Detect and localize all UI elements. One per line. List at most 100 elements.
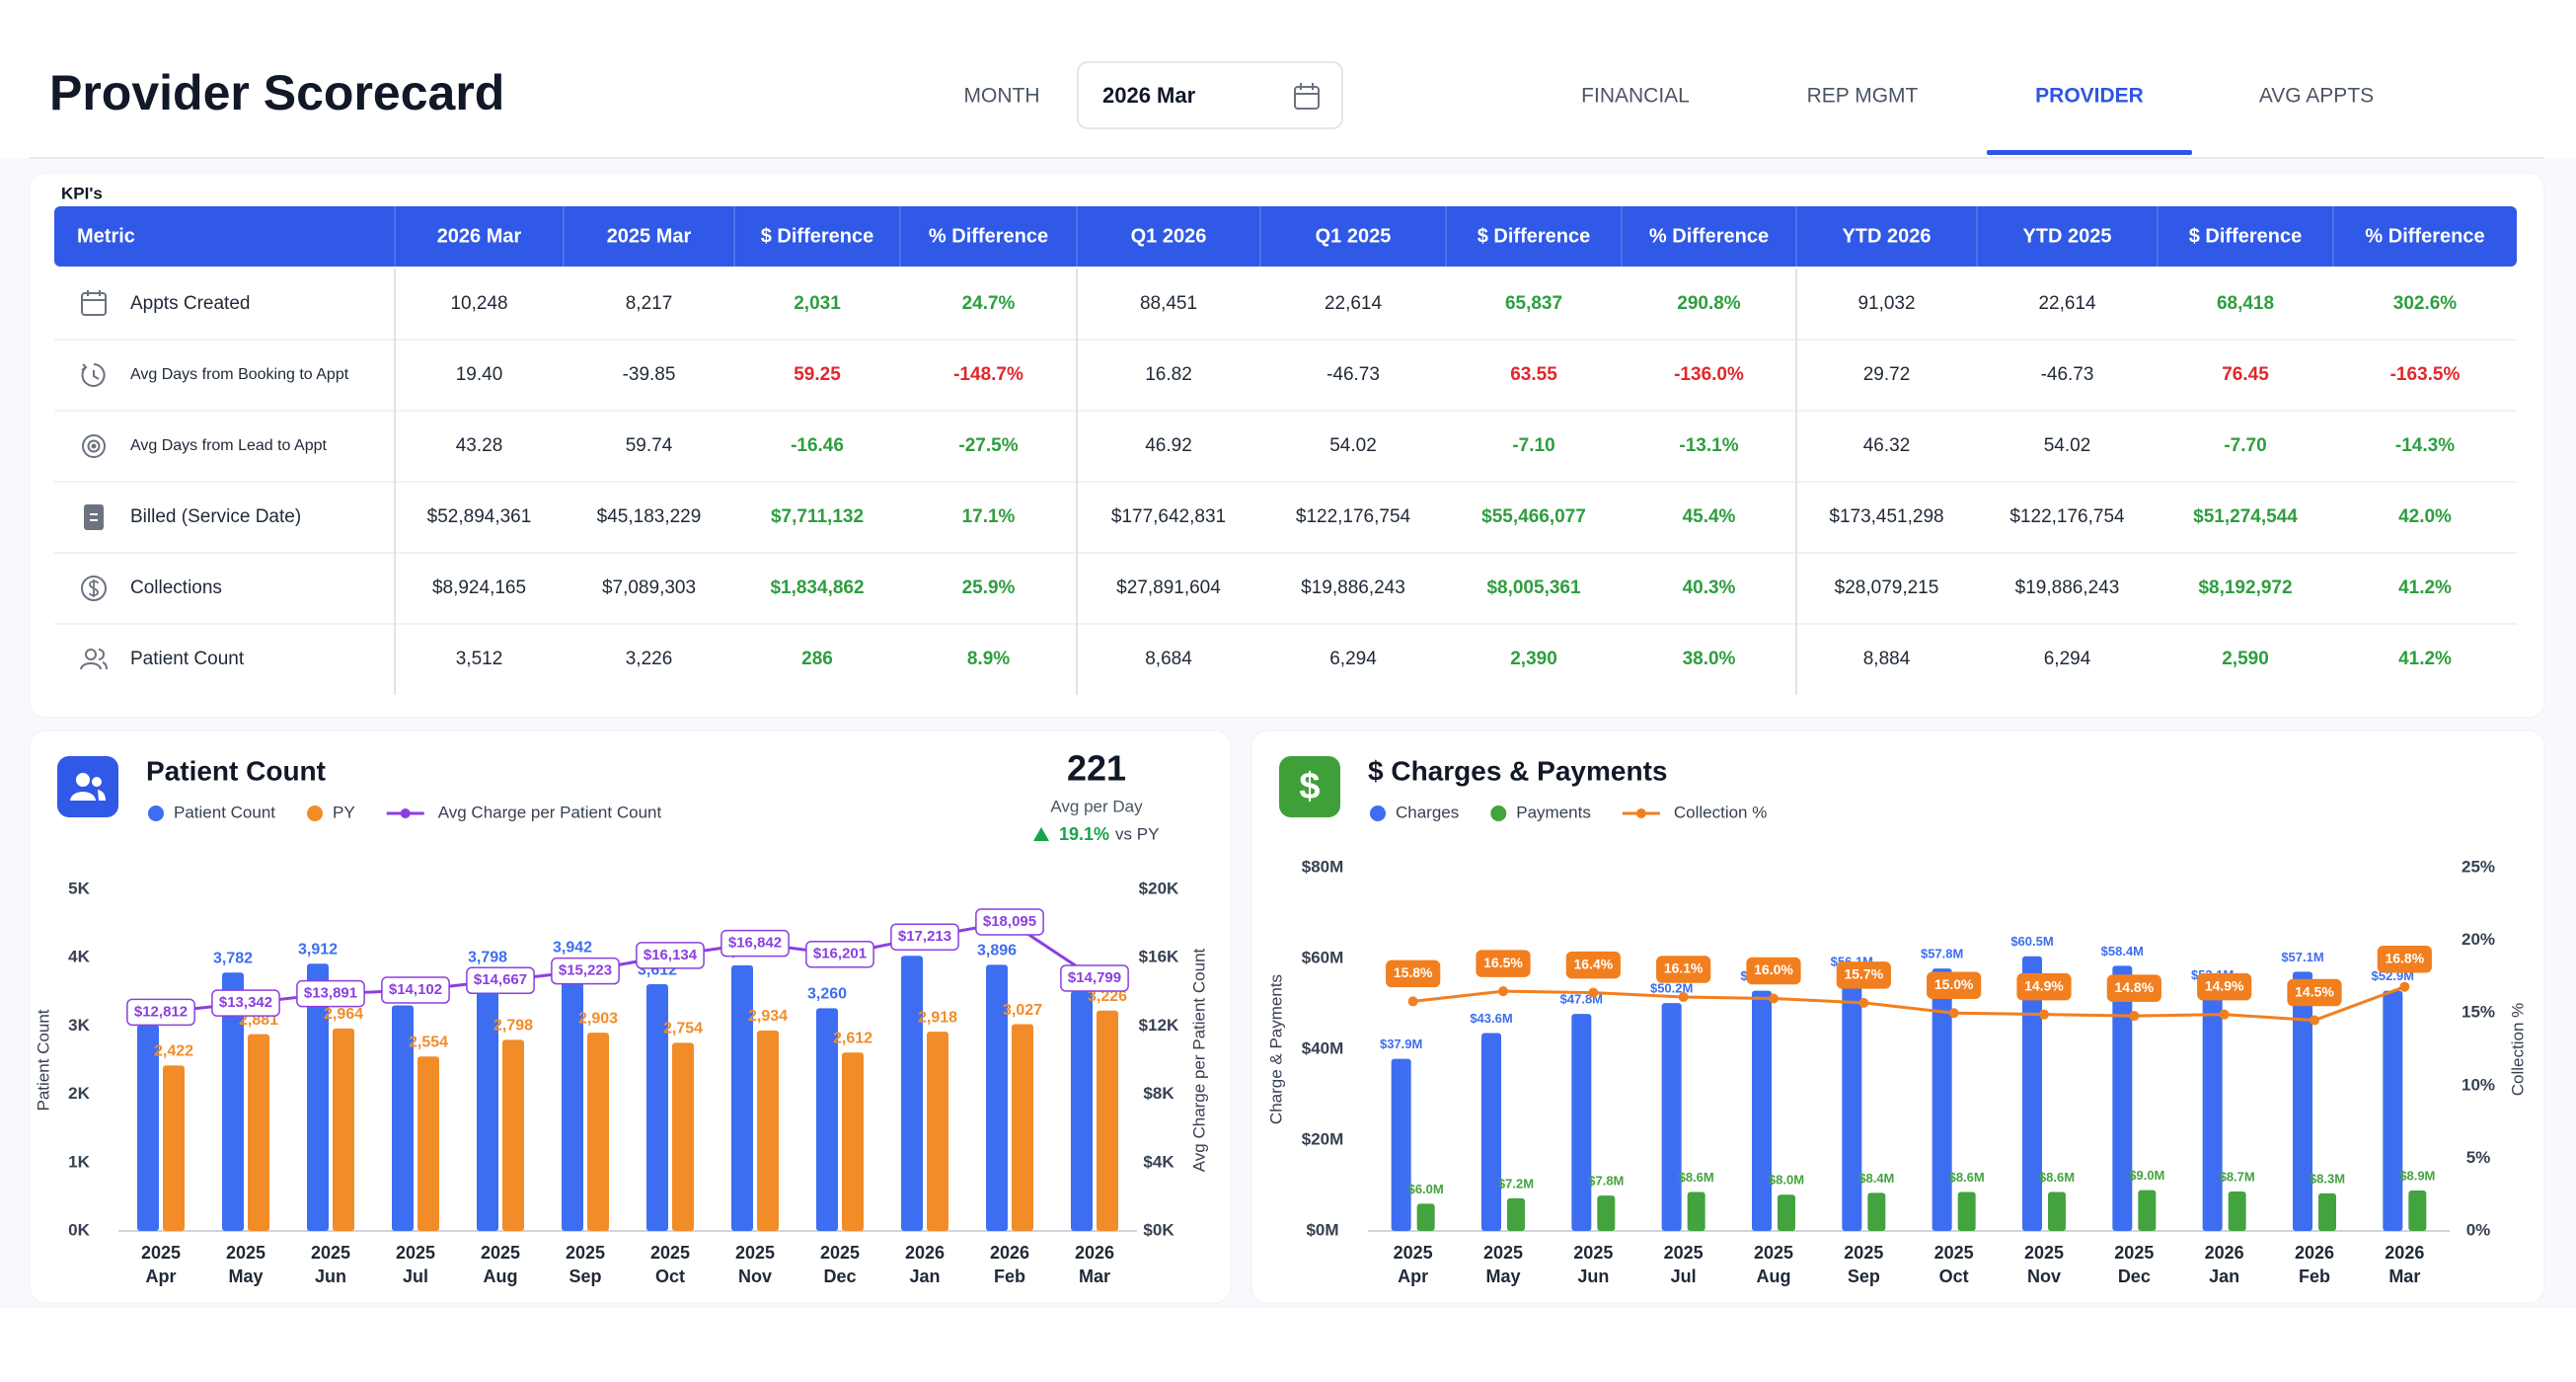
y-tick-label: $20K	[1139, 879, 1179, 897]
table-cell: 43.28	[456, 435, 503, 456]
data-label-box	[1927, 971, 1982, 999]
data-label: $16,201	[813, 946, 867, 962]
line-point	[1498, 986, 1508, 997]
chart-title: $ Charges & Payments	[1368, 755, 1667, 786]
data-label: $8.9M	[2399, 1168, 2435, 1183]
calendar-icon[interactable]	[1294, 83, 1320, 110]
legend-label: Payments	[1516, 803, 1591, 821]
data-label-box	[2377, 945, 2432, 973]
y-tick-label: 2K	[68, 1084, 90, 1103]
kpi-change-label: vs PY	[1115, 824, 1159, 843]
table-cell: $122,176,754	[1296, 506, 1411, 527]
bar	[2408, 1190, 2427, 1231]
month-value[interactable]: 2026 Mar	[1102, 83, 1196, 108]
dollar-row-icon	[81, 576, 107, 601]
column-header: % Difference	[1649, 225, 1769, 247]
target-row-icon	[82, 434, 106, 458]
x-tick-label-line: Oct	[655, 1267, 685, 1286]
data-label: 3,942	[553, 939, 592, 956]
data-label: 2,422	[154, 1043, 193, 1060]
data-label: $18,095	[983, 913, 1036, 930]
x-tick-label: 2025 Apr	[141, 1243, 181, 1286]
data-label: $12,812	[134, 1003, 188, 1020]
data-label: 16.0%	[1754, 961, 1793, 977]
table-cell: -39.85	[623, 364, 676, 385]
table-cell: 59.74	[626, 435, 673, 456]
bar	[1071, 990, 1093, 1231]
y-tick-label: 10%	[2462, 1075, 2495, 1094]
table-cell: $8,005,361	[1486, 577, 1581, 598]
column-header: Metric	[77, 225, 135, 247]
bar	[646, 984, 668, 1231]
x-tick-label-line: Oct	[1939, 1267, 1969, 1286]
data-label: $16,134	[644, 947, 698, 963]
table-cell: 19.40	[456, 364, 503, 385]
x-tick-label-line: Apr	[146, 1267, 177, 1286]
x-tick-label-line: 2025	[481, 1243, 520, 1263]
column-header: 2026 Mar	[437, 225, 522, 247]
bar	[1932, 968, 1952, 1231]
table-cell: 68,418	[2217, 293, 2274, 314]
x-tick-label-line: 2025	[2114, 1243, 2154, 1263]
data-label: 3,798	[468, 949, 507, 965]
table-cell: 76.45	[2222, 364, 2269, 385]
x-tick-label-line: Sep	[1848, 1267, 1880, 1286]
month-label: MONTH	[964, 85, 1040, 108]
data-label: $17,213	[898, 928, 951, 945]
bar	[1867, 1192, 1886, 1231]
table-cell: 41.2%	[2398, 649, 2452, 669]
data-label: 15.7%	[1844, 966, 1883, 982]
table-cell: -27.5%	[958, 435, 1018, 456]
x-tick-label-line: Dec	[2118, 1267, 2151, 1286]
data-label: $57.1M	[2281, 950, 2323, 964]
x-tick-label-line: 2025	[1573, 1243, 1613, 1263]
y-axis-title: Charge & Payments	[1266, 974, 1285, 1124]
data-label: $8.3M	[2310, 1171, 2345, 1186]
x-tick-label-line: 2026	[2385, 1243, 2424, 1263]
nav-tab[interactable]: REP MGMT	[1807, 85, 1919, 108]
table-cell: 41.2%	[2398, 577, 2452, 598]
table-cell: $52,894,361	[427, 506, 532, 527]
data-label-box	[2106, 974, 2161, 1002]
nav-tab[interactable]: AVG APPTS	[2259, 85, 2374, 108]
x-tick-label: 2025 Oct	[650, 1243, 690, 1286]
data-label: 2,798	[493, 1018, 533, 1035]
nav-tab[interactable]: FINANCIAL	[1581, 85, 1690, 108]
table-cell: 91,032	[1857, 293, 1915, 314]
x-tick-label-line: Mar	[1079, 1267, 1110, 1286]
data-label-box	[1656, 956, 1711, 983]
y-tick-label: $0K	[1143, 1220, 1174, 1239]
data-label-box	[805, 940, 874, 968]
legend-label: Charges	[1396, 803, 1459, 821]
y-tick-label: 5K	[68, 879, 90, 897]
data-label: 14.8%	[2114, 979, 2154, 995]
table-cell: -148.7%	[953, 364, 1023, 385]
data-label-box	[975, 908, 1044, 936]
x-tick-label-line: May	[228, 1267, 263, 1286]
table-cell: 54.02	[1329, 435, 1377, 456]
table-cell: $55,466,077	[1481, 506, 1586, 527]
bar	[1391, 1058, 1411, 1231]
data-label-box	[1476, 950, 1531, 977]
bar	[417, 1056, 439, 1231]
kpi-value: 221	[1067, 748, 1126, 789]
nav-tab[interactable]: PROVIDER	[2035, 85, 2144, 108]
kpi-arrow	[1033, 827, 1049, 841]
chart-icon-symbol: $	[1299, 766, 1320, 807]
table-cell: $28,079,215	[1835, 577, 1939, 598]
bar	[1571, 1014, 1592, 1231]
kpi-table: KPI's Metric 2026 Mar 2025 Mar $ Difference%…	[54, 184, 2517, 695]
data-label-box	[1386, 960, 1441, 988]
x-tick-label-line: Aug	[484, 1267, 518, 1286]
data-label: $7.8M	[1588, 1174, 1624, 1189]
bar	[1012, 1024, 1033, 1231]
month-picker[interactable]	[1077, 61, 1343, 129]
table-cell: -7.10	[1512, 435, 1554, 456]
x-tick-label-line: 2026	[2205, 1243, 2244, 1263]
table-cell: 54.02	[2044, 435, 2091, 456]
data-label: $57.8M	[1921, 947, 1963, 961]
table-cell: $19,886,243	[1301, 577, 1405, 598]
table-cell: 22,614	[2038, 293, 2096, 314]
bar	[1778, 1194, 1795, 1231]
data-label: $8.6M	[1679, 1170, 1714, 1185]
